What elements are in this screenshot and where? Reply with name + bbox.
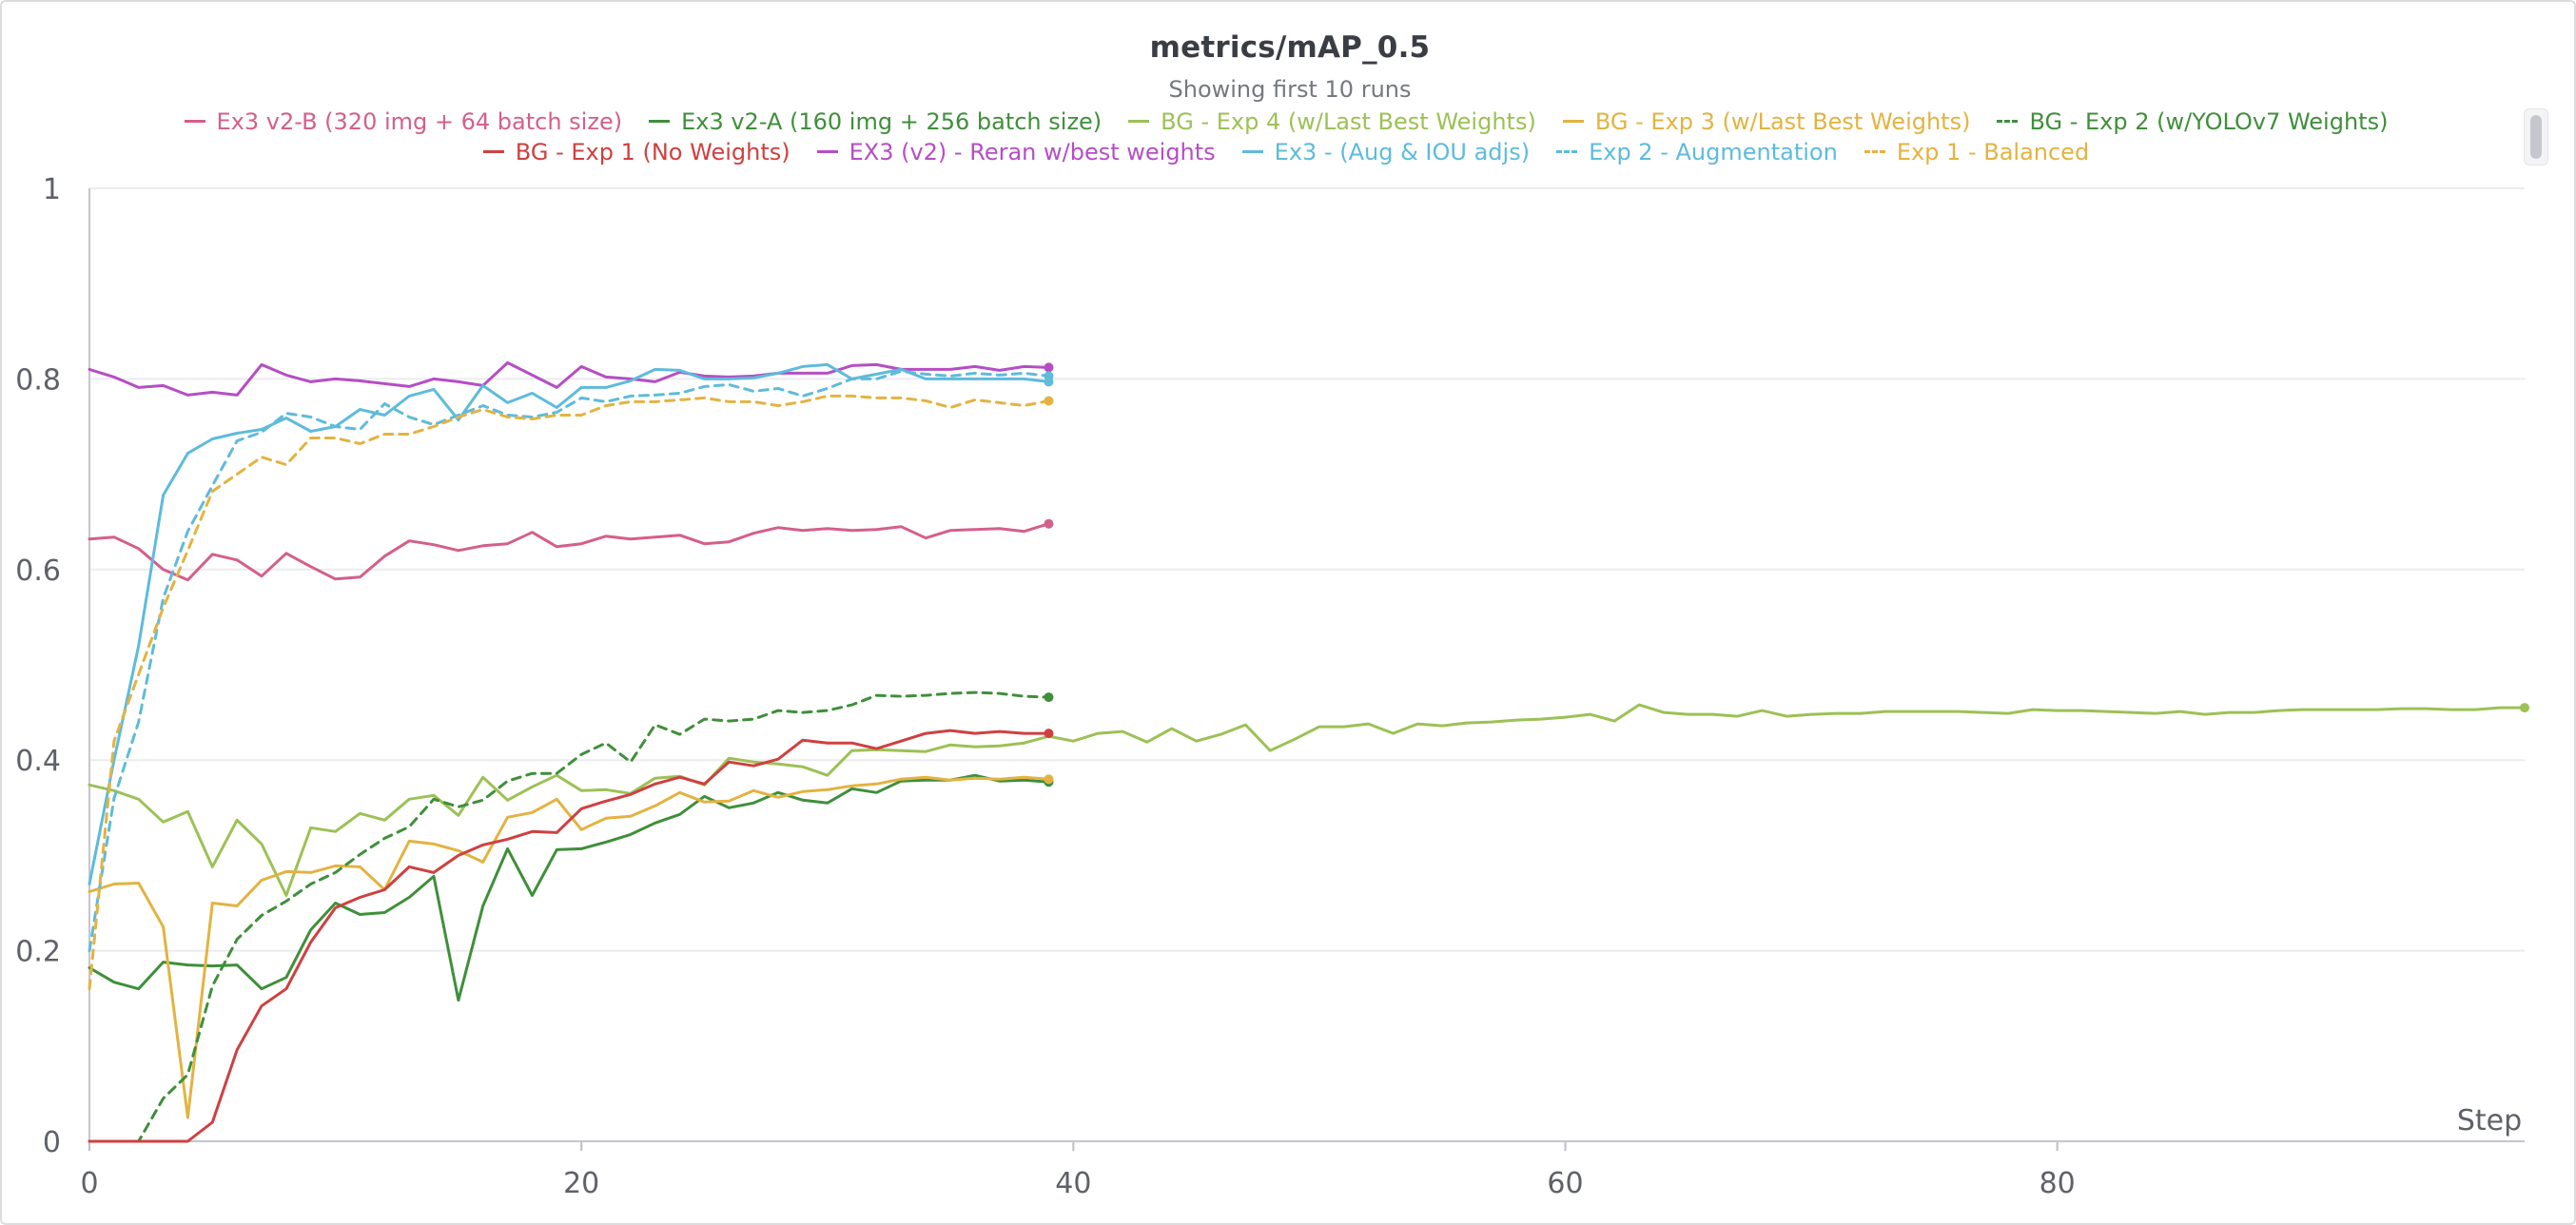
series-line bbox=[88, 360, 1050, 397]
series-endpoint bbox=[1044, 729, 1054, 739]
legend-label: Exp 1 - Balanced bbox=[1896, 139, 2090, 165]
legend-label: Ex3 - (Aug & IOU adjs) bbox=[1274, 139, 1531, 165]
legend-swatch bbox=[1562, 119, 1584, 123]
x-tick-label: 20 bbox=[563, 1167, 599, 1200]
y-tick-label: 0.2 bbox=[15, 936, 61, 969]
series-line bbox=[88, 369, 1050, 953]
y-tick-label: 0 bbox=[43, 1126, 61, 1159]
series-line bbox=[88, 362, 1050, 885]
legend-swatch bbox=[482, 149, 504, 153]
legend-label: Ex3 v2-A (160 img + 256 batch size) bbox=[681, 108, 1103, 135]
series-endpoint bbox=[1044, 371, 1054, 381]
series-line bbox=[88, 729, 1050, 1143]
series-line bbox=[88, 394, 1050, 991]
y-tick-label: 1 bbox=[43, 173, 61, 206]
legend-swatch bbox=[1556, 149, 1578, 153]
legend-item[interactable]: BG - Exp 2 (w/YOLOv7 Weights) bbox=[1997, 107, 2388, 137]
legend-swatch bbox=[1997, 119, 2019, 123]
legend-item[interactable]: Ex3 v2-A (160 img + 256 batch size) bbox=[649, 107, 1102, 137]
series-endpoint bbox=[1044, 692, 1054, 703]
legend-scrollbar[interactable] bbox=[2524, 108, 2548, 165]
chart-subtitle: Showing first 10 runs bbox=[1168, 76, 1412, 103]
series-endpoints bbox=[1044, 362, 2529, 788]
series-endpoint bbox=[2520, 703, 2529, 713]
grid-lines bbox=[89, 187, 2525, 1142]
series-endpoint bbox=[1044, 774, 1054, 785]
legend-item[interactable]: BG - Exp 1 (No Weights) bbox=[482, 137, 790, 167]
series-endpoint bbox=[1044, 362, 1054, 373]
series-line bbox=[88, 775, 1050, 1119]
legend-label: Exp 2 - Augmentation bbox=[1589, 139, 1838, 165]
series-line bbox=[88, 703, 2527, 897]
axes: 0 0.2 0.4 0.6 0.8 1 0 20 40 60 80 bbox=[15, 173, 2525, 1200]
legend-item[interactable]: BG - Exp 4 (w/Last Best Weights) bbox=[1128, 107, 1536, 137]
legend-item[interactable]: Ex3 v2-B (320 img + 64 batch size) bbox=[184, 107, 623, 137]
legend-item[interactable]: Ex3 - (Aug & IOU adjs) bbox=[1241, 137, 1531, 167]
chart-title: metrics/mAP_0.5 bbox=[1149, 30, 1431, 65]
legend-label: BG - Exp 3 (w/Last Best Weights) bbox=[1594, 108, 1971, 135]
series-lines bbox=[88, 360, 2527, 1143]
chart-legend: Ex3 v2-B (320 img + 64 batch size) Ex3 v2… bbox=[59, 107, 2513, 167]
legend-label: Ex3 v2-B (320 img + 64 batch size) bbox=[216, 108, 623, 135]
series-endpoint bbox=[1044, 396, 1054, 406]
legend-label: EX3 (v2) - Reran w/best weights bbox=[849, 139, 1216, 165]
y-tick-label: 0.4 bbox=[15, 745, 61, 778]
legend-item[interactable]: Exp 2 - Augmentation bbox=[1556, 137, 1838, 167]
y-tick-label: 0.8 bbox=[15, 363, 61, 397]
legend-swatch bbox=[1864, 149, 1885, 153]
legend-item[interactable]: Exp 1 - Balanced bbox=[1864, 137, 2089, 167]
legend-swatch bbox=[1128, 119, 1150, 123]
series-line bbox=[88, 773, 1050, 1002]
legend-label: BG - Exp 4 (w/Last Best Weights) bbox=[1161, 108, 1536, 135]
x-tick-label: 80 bbox=[2039, 1167, 2076, 1200]
legend-label: BG - Exp 1 (No Weights) bbox=[515, 139, 790, 165]
legend-swatch bbox=[649, 119, 671, 123]
legend-swatch bbox=[184, 119, 205, 123]
y-tick-label: 0.6 bbox=[15, 554, 61, 588]
legend-swatch bbox=[1241, 149, 1263, 153]
legend-scrollbar-thumb[interactable] bbox=[2530, 115, 2542, 159]
x-tick-label: 60 bbox=[1547, 1167, 1583, 1200]
x-tick-label: 0 bbox=[80, 1167, 98, 1200]
legend-item[interactable]: EX3 (v2) - Reran w/best weights bbox=[816, 137, 1216, 167]
legend-item[interactable]: BG - Exp 3 (w/Last Best Weights) bbox=[1562, 107, 1971, 137]
x-tick-label: 40 bbox=[1055, 1167, 1091, 1200]
legend-label: BG - Exp 2 (w/YOLOv7 Weights) bbox=[2029, 108, 2389, 135]
x-axis-label: Step bbox=[2457, 1104, 2522, 1138]
series-line bbox=[88, 522, 1050, 582]
series-endpoint bbox=[1044, 518, 1054, 529]
legend-swatch bbox=[816, 149, 838, 153]
series-line bbox=[88, 690, 1050, 1143]
